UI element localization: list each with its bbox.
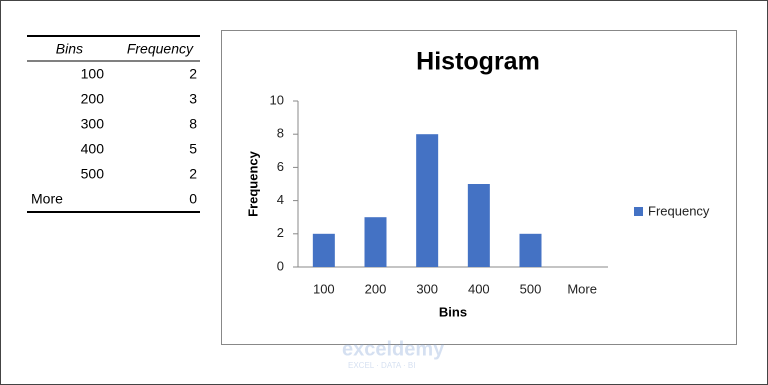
table-cell: 100 — [81, 66, 105, 82]
chart-title: Histogram — [416, 48, 540, 76]
table-cell: 2 — [189, 166, 197, 182]
x-axis-label: Bins — [439, 304, 467, 319]
y-tick-label: 8 — [277, 126, 284, 141]
x-tick-label: More — [567, 281, 597, 296]
legend-label: Frequency — [648, 203, 710, 218]
watermark-name: exceldemy — [342, 338, 445, 360]
legend-swatch — [634, 207, 643, 216]
bar — [416, 134, 439, 267]
y-tick-label: 6 — [277, 159, 284, 174]
y-tick-label: 0 — [277, 258, 284, 273]
bar — [364, 217, 387, 267]
table-cell: 2 — [189, 66, 197, 82]
table-cell: 200 — [81, 91, 105, 107]
table: Bins Frequency 100 2 200 3 300 8 400 5 500 2 More 0 — [31, 41, 197, 207]
bar — [519, 233, 542, 267]
x-tick-label: 200 — [365, 281, 387, 296]
watermark: exceldemy EXCEL · DATA · BI — [342, 338, 445, 370]
x-tick-label: 400 — [468, 281, 490, 296]
table-cell: 300 — [81, 116, 105, 132]
watermark-tagline: EXCEL · DATA · BI — [348, 361, 415, 370]
x-tick-label: 100 — [313, 281, 335, 296]
table-cell: More — [31, 191, 63, 207]
y-axis-label: Frequency — [245, 150, 260, 217]
table-cell: 5 — [189, 141, 197, 157]
table-cell: 3 — [189, 91, 197, 107]
x-tick-label: 300 — [416, 281, 438, 296]
table-cell: 0 — [189, 191, 197, 207]
table-cell: 8 — [189, 116, 197, 132]
table-header-cell: Frequency — [127, 41, 194, 57]
table-header-cell: Bins — [56, 41, 83, 57]
bar — [467, 184, 490, 267]
y-tick-label: 4 — [277, 192, 284, 207]
y-tick-label: 2 — [277, 225, 284, 240]
x-tick-label: 500 — [520, 281, 542, 296]
bar — [312, 233, 335, 267]
table-cell: 400 — [81, 141, 105, 157]
y-tick-label: 10 — [270, 92, 284, 107]
table-cell: 500 — [81, 166, 105, 182]
